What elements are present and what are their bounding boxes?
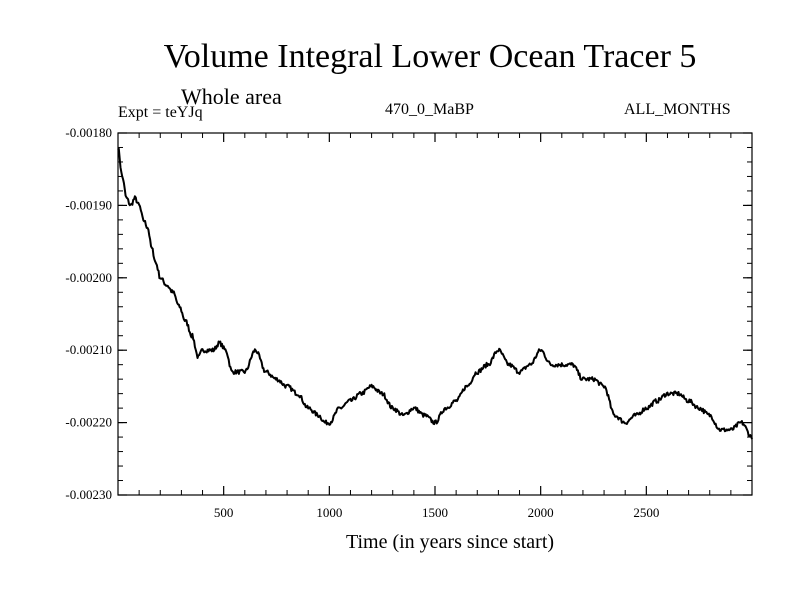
plot-frame: [117, 132, 753, 496]
x-axis-labels: 500 1000 1500 2000 2500: [214, 505, 659, 520]
x-tick-label: 500: [214, 505, 234, 520]
x-axis-title: Time (in years since start): [346, 531, 554, 553]
y-tick-label: -0.00230: [65, 487, 112, 502]
y-tick-label: -0.00180: [65, 125, 112, 140]
data-series-line: [117, 147, 753, 440]
experiment-label: Expt = teYJq: [118, 104, 203, 121]
x-tick-label: 2000: [528, 505, 554, 520]
axis-ticks: [118, 132, 752, 496]
y-axis-labels: -0.00180 -0.00190 -0.00200 -0.00210 -0.00220…: [65, 125, 112, 502]
y-tick-label: -0.00190: [65, 197, 112, 212]
x-tick-label: 1000: [316, 505, 342, 520]
y-tick-label: -0.00210: [65, 342, 112, 357]
chart-title: Volume Integral Lower Ocean Tracer 5: [163, 38, 697, 75]
y-tick-label: -0.00220: [65, 415, 112, 430]
period-label: 470_0_MaBP: [385, 101, 474, 118]
months-label: ALL_MONTHS: [624, 101, 731, 118]
y-tick-label: -0.00200: [65, 270, 112, 285]
x-tick-label: 1500: [422, 505, 448, 520]
chart-subtitle: Whole area: [181, 84, 282, 109]
x-tick-label: 2500: [633, 505, 659, 520]
